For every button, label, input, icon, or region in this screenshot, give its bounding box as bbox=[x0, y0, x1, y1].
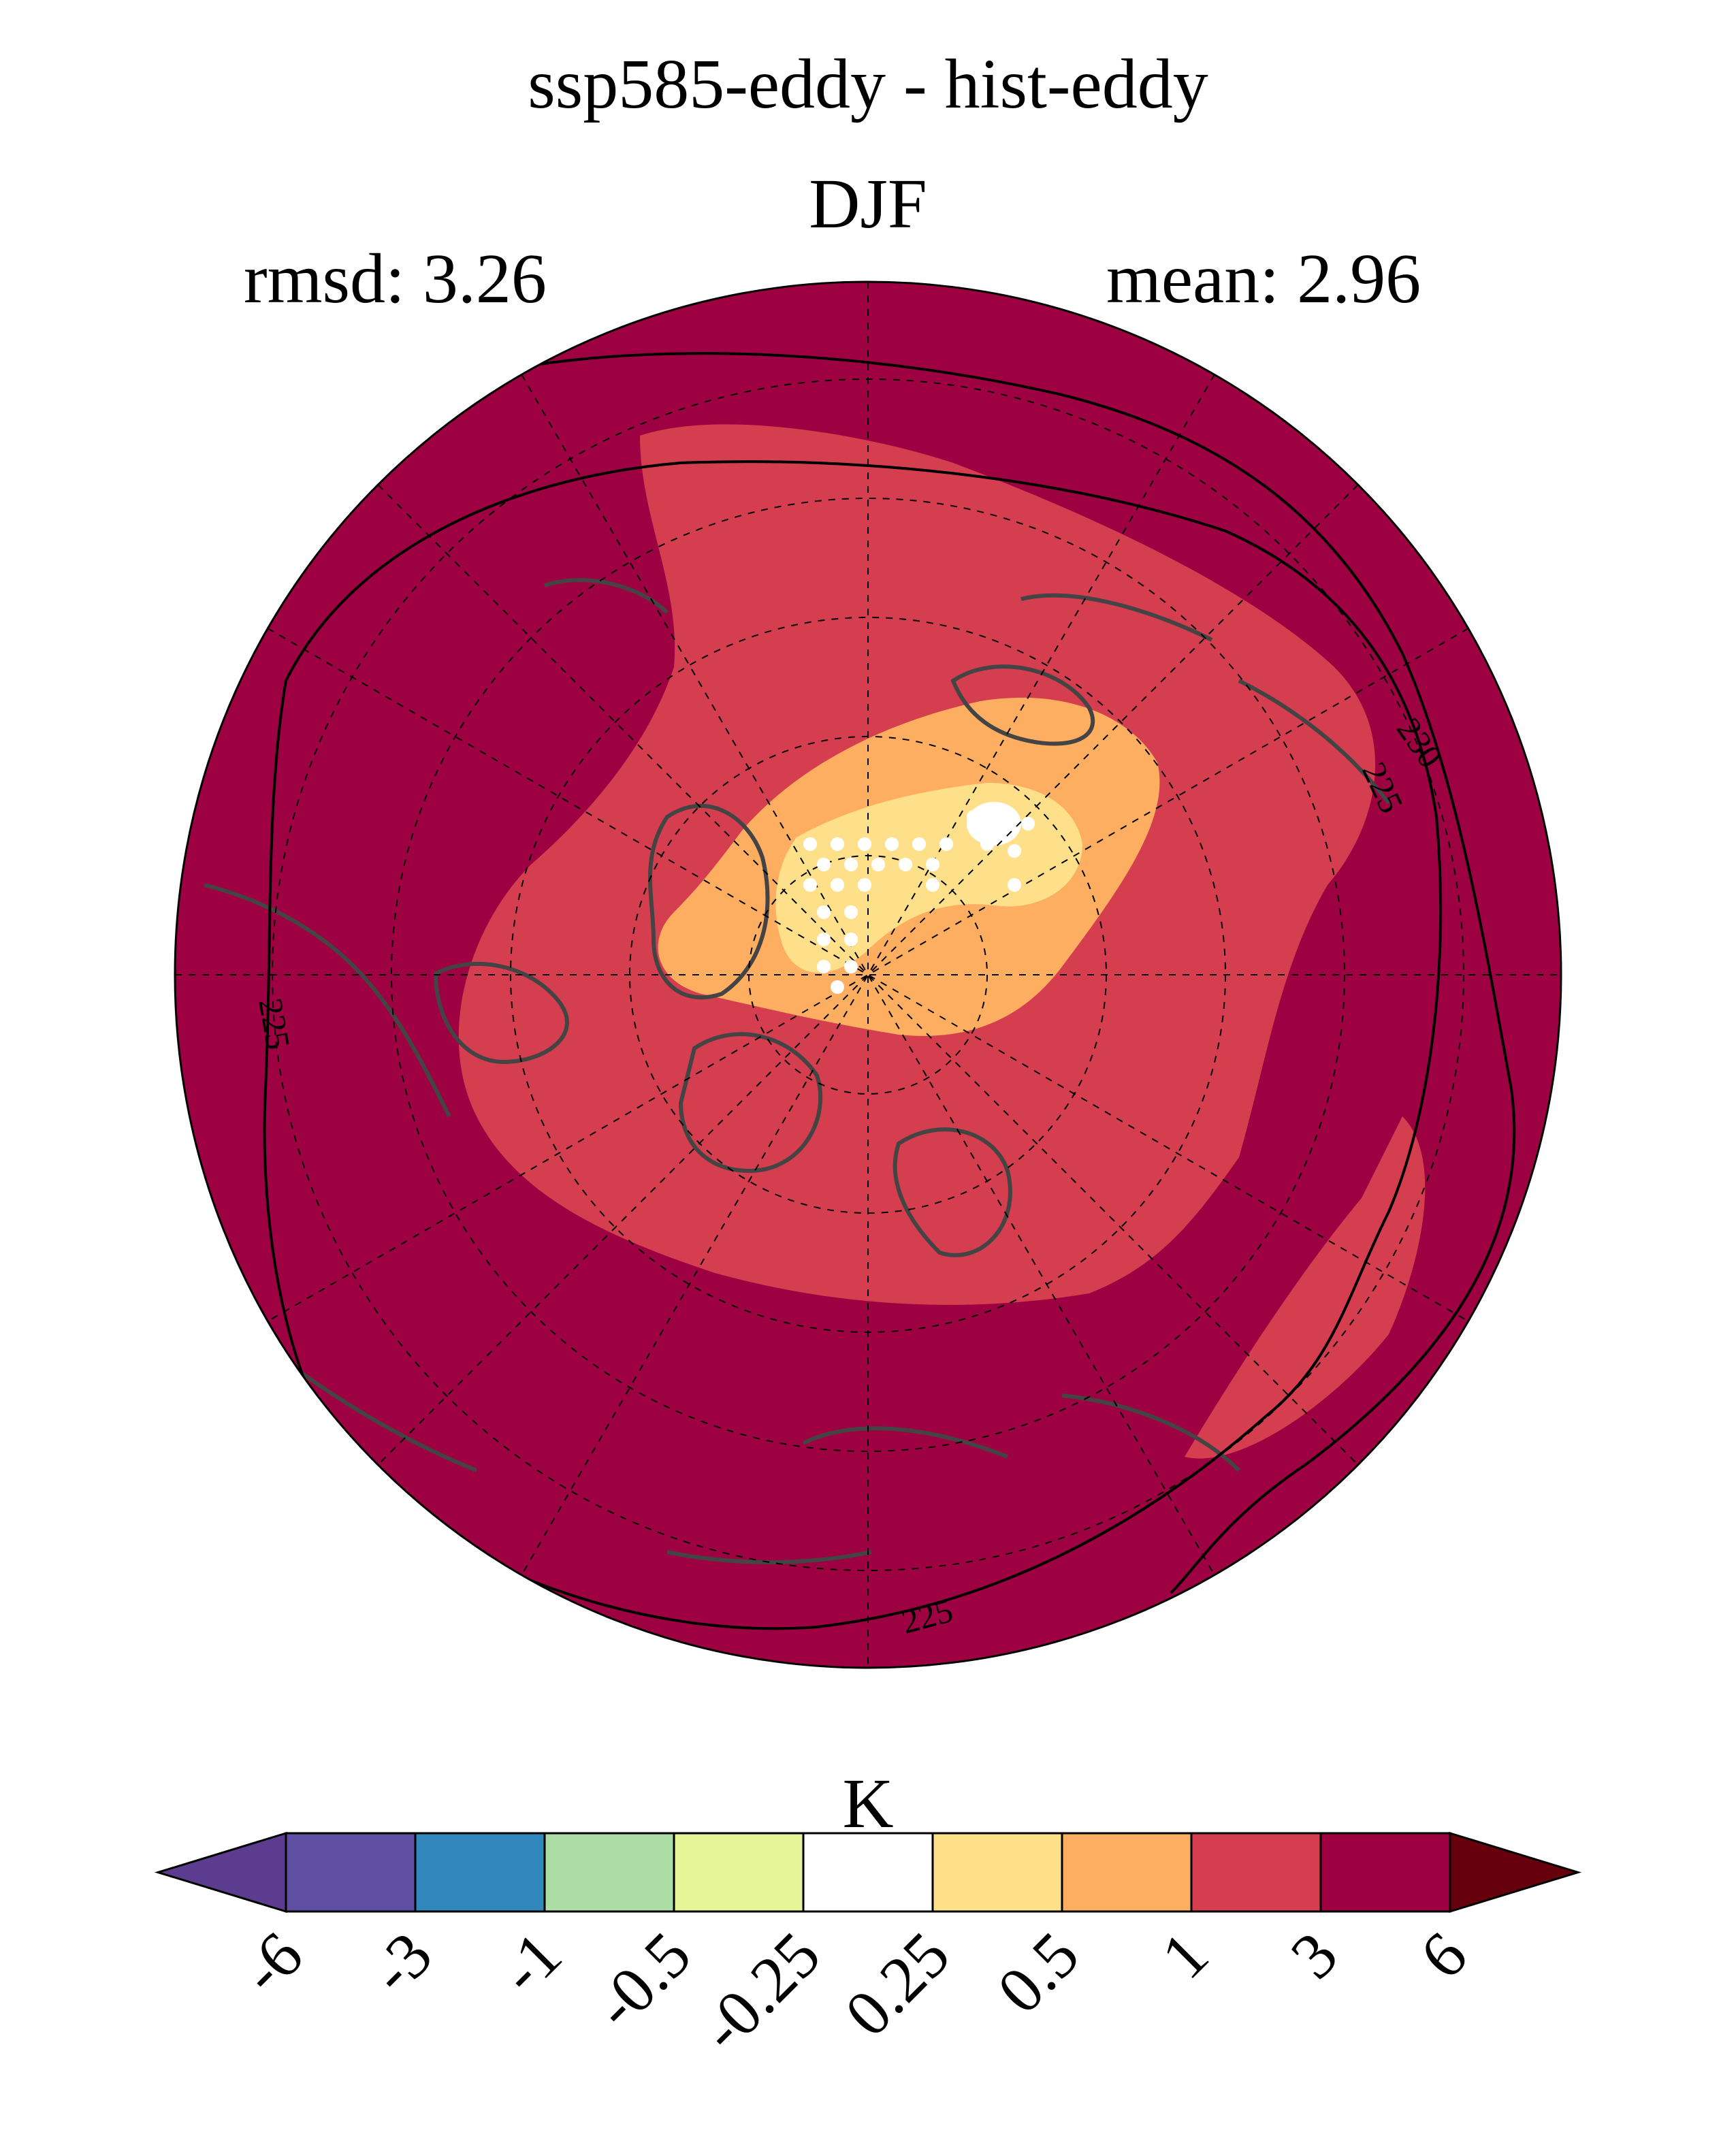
stippling bbox=[803, 810, 1035, 994]
contour-lines bbox=[263, 352, 1516, 1630]
colorbar-tick-label: 6 bbox=[1406, 1918, 1481, 1992]
season-label: DJF bbox=[809, 165, 927, 243]
contour-label: 225 bbox=[251, 995, 298, 1052]
mean-label: mean: 2.96 bbox=[1106, 240, 1421, 318]
colorbar-under-arrow bbox=[154, 1831, 287, 1914]
colorbar-segment bbox=[931, 1832, 1063, 1913]
colorbar-segment bbox=[414, 1832, 546, 1913]
colorbar-segment bbox=[1190, 1832, 1322, 1913]
colorbar-tick-label: -6 bbox=[227, 1918, 317, 2007]
colorbar-tick-label: 0.25 bbox=[831, 1918, 963, 2050]
colorbar-tick-label: 1 bbox=[1147, 1918, 1222, 1992]
rmsd-label: rmsd: 3.26 bbox=[244, 240, 547, 318]
colorbar-segment bbox=[1061, 1832, 1193, 1913]
colorbar-tick-label: -0.5 bbox=[580, 1918, 705, 2042]
colorbar-segment bbox=[802, 1832, 934, 1913]
map-border bbox=[174, 280, 1562, 1669]
graticule bbox=[175, 282, 1561, 1668]
figure-title: ssp585-eddy - hist-eddy bbox=[528, 45, 1208, 123]
colorbar-tick-label: -0.25 bbox=[686, 1918, 834, 2065]
colorbar-over-arrow bbox=[1449, 1831, 1582, 1914]
colorbar-segment bbox=[673, 1832, 805, 1913]
ring-fill-strip bbox=[1185, 1116, 1426, 1459]
colorbar-segment bbox=[285, 1832, 417, 1913]
colorbar-segment bbox=[1319, 1832, 1451, 1913]
contour-230 bbox=[517, 352, 1516, 1594]
colorbar-segment bbox=[543, 1832, 675, 1913]
contour-225 bbox=[263, 460, 1443, 1630]
colorbar-tick-label: -1 bbox=[485, 1918, 575, 2007]
colorbar-tick-label: -3 bbox=[356, 1918, 446, 2007]
colorbar-unit: K bbox=[842, 1764, 894, 1843]
colorbar-tick-label: 0.5 bbox=[983, 1918, 1093, 2027]
colorbar-tick-label: 3 bbox=[1276, 1918, 1351, 1992]
